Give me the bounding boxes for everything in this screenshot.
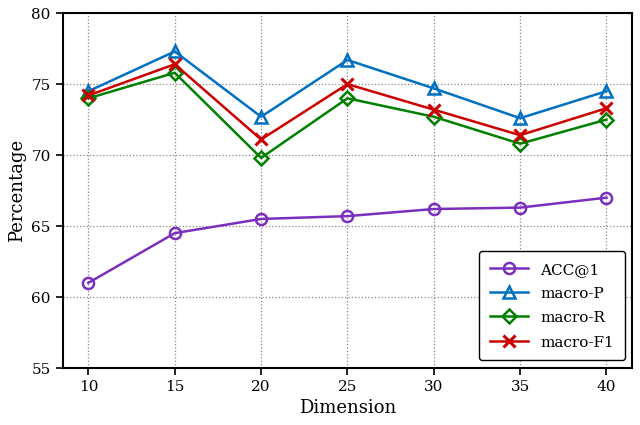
macro-R xyxy=(257,156,265,161)
Legend: ACC@1, macro-P, macro-R, macro-F1: ACC@1, macro-P, macro-R, macro-F1 xyxy=(479,251,625,360)
Line: ACC@1: ACC@1 xyxy=(83,192,612,289)
macro-R xyxy=(603,117,611,122)
macro-F1 xyxy=(516,133,524,138)
macro-P xyxy=(344,57,351,62)
macro-P xyxy=(603,89,611,94)
Line: macro-P: macro-P xyxy=(83,46,612,124)
ACC@1 xyxy=(430,207,438,212)
macro-F1 xyxy=(603,106,611,111)
ACC@1 xyxy=(84,280,92,285)
X-axis label: Dimension: Dimension xyxy=(299,400,396,417)
Line: macro-F1: macro-F1 xyxy=(83,59,612,145)
macro-R xyxy=(344,96,351,101)
macro-R xyxy=(430,114,438,119)
macro-P xyxy=(257,114,265,119)
ACC@1 xyxy=(516,205,524,210)
ACC@1 xyxy=(257,216,265,221)
ACC@1 xyxy=(344,214,351,219)
macro-R xyxy=(84,96,92,101)
macro-F1 xyxy=(430,107,438,112)
Line: macro-R: macro-R xyxy=(84,68,611,163)
macro-R xyxy=(516,141,524,146)
ACC@1 xyxy=(603,195,611,200)
macro-P xyxy=(430,86,438,91)
macro-F1 xyxy=(257,137,265,142)
macro-P xyxy=(516,116,524,121)
macro-R xyxy=(171,70,179,75)
Y-axis label: Percentage: Percentage xyxy=(8,139,26,242)
macro-F1 xyxy=(344,82,351,87)
ACC@1 xyxy=(171,231,179,236)
macro-P xyxy=(84,89,92,94)
macro-F1 xyxy=(84,93,92,98)
macro-P xyxy=(171,49,179,54)
macro-F1 xyxy=(171,62,179,67)
